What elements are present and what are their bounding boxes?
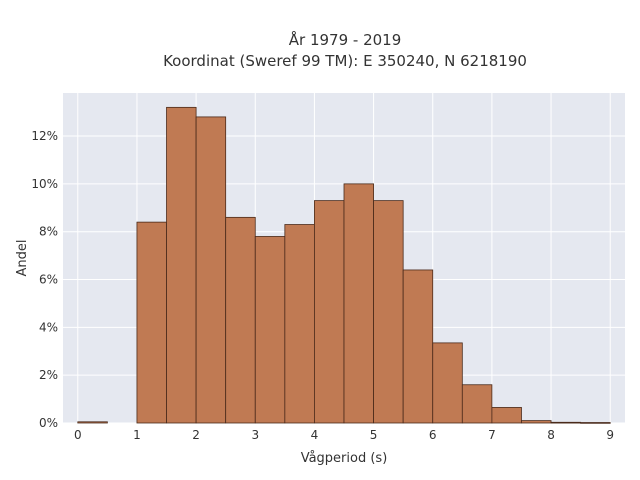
histogram-bar [402,269,434,424]
histogram-bar [225,216,256,424]
x-tick-label: 4 [311,428,319,442]
histogram-bar [343,183,374,424]
y-axis-label: Andel [15,240,30,277]
x-tick-label: 6 [429,428,437,442]
histogram-bar [521,420,552,424]
x-axis-label: Vågperiod (s) [301,451,388,466]
x-tick-label: 9 [606,428,614,442]
x-tick-label: 0 [74,428,82,442]
x-tick-label: 7 [488,428,496,442]
x-tick-label: 1 [133,428,141,442]
y-tick-label: 2% [39,368,58,382]
histogram-bar [314,200,345,424]
histogram-bar [284,224,315,424]
histogram-bar [491,407,522,424]
y-tick-label: 6% [39,273,58,287]
y-tick-label: 4% [39,320,58,334]
y-tick-label: 10% [31,177,58,191]
histogram-bar [77,421,108,424]
histogram-bar [254,236,286,424]
histogram-bar [580,422,611,424]
x-tick-label: 8 [547,428,555,442]
bars [77,106,611,424]
y-tick-label: 8% [39,225,58,239]
x-tick-label: 2 [192,428,200,442]
y-tick-label: 0% [39,416,58,430]
y-tick-labels: 0% 2% 4% 6% 8% 10% 12% [31,129,58,430]
x-tick-label: 5 [370,428,378,442]
x-tick-labels: 0 1 2 3 4 5 6 7 8 9 [74,428,614,442]
histogram-bar [166,106,197,424]
chart-title: År 1979 - 2019 [289,30,402,49]
histogram-bar [373,200,404,424]
histogram-bar [550,421,582,424]
histogram-bar [432,342,463,424]
y-tick-label: 12% [31,129,58,143]
histogram-bar [195,116,227,424]
histogram-bar [461,384,493,424]
chart-subtitle: Koordinat (Sweref 99 TM): E 350240, N 62… [163,52,527,70]
x-tick-label: 3 [251,428,259,442]
histogram-bar [136,221,167,424]
